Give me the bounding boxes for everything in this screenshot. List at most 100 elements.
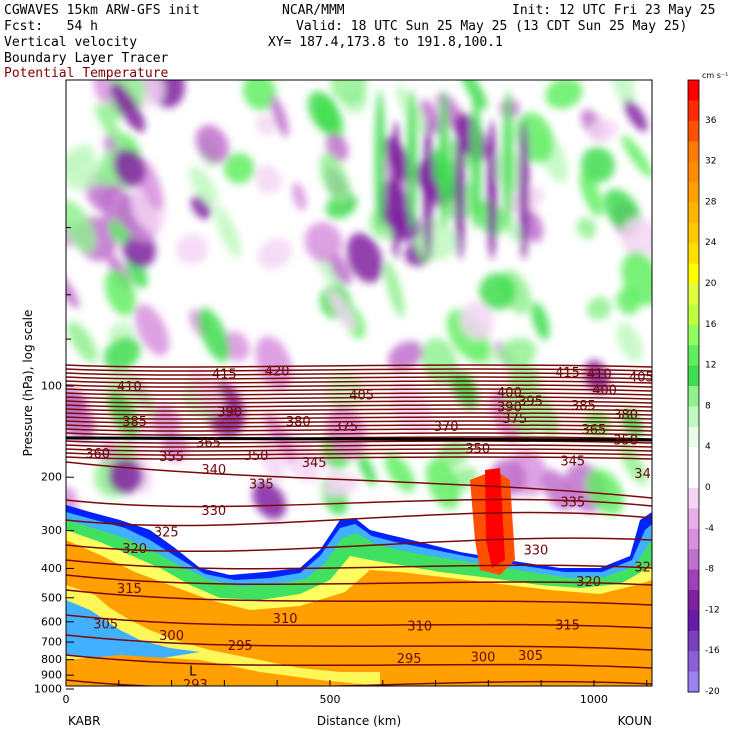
theta-label: 350 xyxy=(244,449,269,464)
colorbar-label: 28 xyxy=(705,197,717,207)
colorbar-label: 24 xyxy=(705,238,717,248)
theta-label: 400 xyxy=(592,384,617,399)
theta-label: 390 xyxy=(217,406,242,421)
x-axis-label: Distance (km) xyxy=(317,714,401,728)
theta-label: 405 xyxy=(629,370,654,385)
colorbar-swatch xyxy=(688,304,699,326)
x-tick-label: 0 xyxy=(63,693,70,706)
boundary-layer-tracer xyxy=(66,468,652,686)
colorbar-swatch xyxy=(688,222,699,244)
y-tick-label: 400 xyxy=(41,562,62,575)
theta-label: 360 xyxy=(85,447,110,462)
theta-label: 365 xyxy=(582,423,607,438)
theta-label: 400 xyxy=(497,386,522,401)
colorbar-label: 0 xyxy=(705,483,711,493)
theta-label: 350 xyxy=(465,442,490,457)
plot-frame xyxy=(65,79,653,687)
colorbar-swatch xyxy=(688,386,699,407)
y-tick-label: 900 xyxy=(41,669,62,682)
init-time: Init: 12 UTC Fri 23 May 25 xyxy=(512,3,716,18)
theta-label: 365 xyxy=(196,436,221,451)
colorbar-swatch xyxy=(688,549,699,571)
colorbar-label: 16 xyxy=(705,320,717,330)
x-tick-label: 1000 xyxy=(580,693,608,706)
theta-label: 310 xyxy=(273,612,298,627)
y-tick-label: 800 xyxy=(41,653,62,666)
theta-label: 415 xyxy=(212,368,237,383)
theta-label: 295 xyxy=(228,639,253,654)
theta-label: 340 xyxy=(201,463,226,478)
theta-label: 370 xyxy=(434,420,459,435)
theta-label: 375 xyxy=(502,412,527,427)
y-tick-label: 100 xyxy=(41,380,62,393)
valid-time: Valid: 18 UTC Sun 25 May 25 (13 CDT Sun … xyxy=(296,19,688,34)
theta-label: 405 xyxy=(349,389,374,404)
field-vertical-velocity: Vertical velocity xyxy=(4,35,138,50)
theta-label: 335 xyxy=(249,477,274,492)
colorbar-swatch xyxy=(688,528,699,550)
theta-label: 305 xyxy=(518,649,543,664)
theta-label: 325 xyxy=(634,560,659,575)
theta-label: 295 xyxy=(397,652,422,667)
right-station-label: KOUN xyxy=(618,714,652,728)
theta-label: 375 xyxy=(333,420,358,435)
colorbar-swatch xyxy=(688,182,699,203)
theta-label: 310 xyxy=(407,620,432,635)
theta-label: 300 xyxy=(159,629,184,644)
colorbar-label: 32 xyxy=(705,157,716,167)
theta-label: 335 xyxy=(560,495,585,510)
theta-label: 345 xyxy=(302,456,327,471)
colorbar-swatch xyxy=(688,365,699,387)
colorbar-swatch xyxy=(688,569,699,591)
y-axis-label: Pressure (hPa), log scale xyxy=(21,310,35,457)
y-tick-label: 200 xyxy=(41,471,62,484)
colorbar-swatch xyxy=(688,243,699,265)
colorbar-label: -4 xyxy=(705,524,714,534)
colorbar-label: 8 xyxy=(705,401,711,411)
xy-range: XY= 187.4,173.8 to 191.8,100.1 xyxy=(268,35,503,50)
colorbar-swatch xyxy=(688,406,699,428)
colorbar-label: 12 xyxy=(705,361,716,371)
colorbar-swatch xyxy=(688,324,699,346)
colorbar-swatch xyxy=(688,610,699,632)
theta-label: 340 xyxy=(634,467,659,482)
colorbar-swatch xyxy=(688,651,699,673)
colorbar-swatch xyxy=(688,80,699,101)
colorbar: 36 32 28 24 20 16 12 8 4 0 -4 -8 -12 -16 -20 cm s⁻¹ xyxy=(687,71,728,697)
theta-label: 395 xyxy=(518,395,543,410)
theta-label: 330 xyxy=(523,543,548,558)
theta-label: 410 xyxy=(117,380,142,395)
theta-label: 315 xyxy=(117,582,142,597)
y-tick-label: 300 xyxy=(41,524,62,537)
theta-label: 293 xyxy=(183,678,208,693)
theta-label: 420 xyxy=(265,365,290,380)
y-tick-label: 700 xyxy=(41,636,62,649)
colorbar-label: -16 xyxy=(705,646,720,656)
colorbar-label: 20 xyxy=(705,279,717,289)
colorbar-label: -20 xyxy=(705,687,720,697)
theta-label: 345 xyxy=(560,454,585,469)
colorbar-label: 36 xyxy=(705,116,717,126)
theta-label: 385 xyxy=(122,415,147,430)
colorbar-label: -8 xyxy=(705,565,714,575)
theta-label: 380 xyxy=(613,408,638,423)
low-pressure-marker: L xyxy=(189,665,197,680)
colorbar-swatch xyxy=(688,100,699,122)
theta-label: 358 xyxy=(613,434,638,449)
theta-label: 320 xyxy=(122,542,147,557)
colorbar-swatch xyxy=(688,426,699,448)
colorbar-swatch xyxy=(688,345,699,367)
theta-label: 410 xyxy=(587,368,612,383)
theta-label: 385 xyxy=(571,399,596,414)
theta-label: 325 xyxy=(154,526,179,541)
model-title: CGWAVES 15km ARW-GFS init xyxy=(4,3,200,18)
theta-label: 355 xyxy=(159,450,184,465)
forecast-hour: Fcst: 54 h xyxy=(4,19,98,34)
colorbar-swatch xyxy=(688,467,699,489)
colorbar-swatch xyxy=(688,141,699,163)
y-tick-label: 500 xyxy=(41,591,62,604)
org-label: NCAR/MMM xyxy=(282,3,345,18)
colorbar-swatch xyxy=(688,263,699,285)
